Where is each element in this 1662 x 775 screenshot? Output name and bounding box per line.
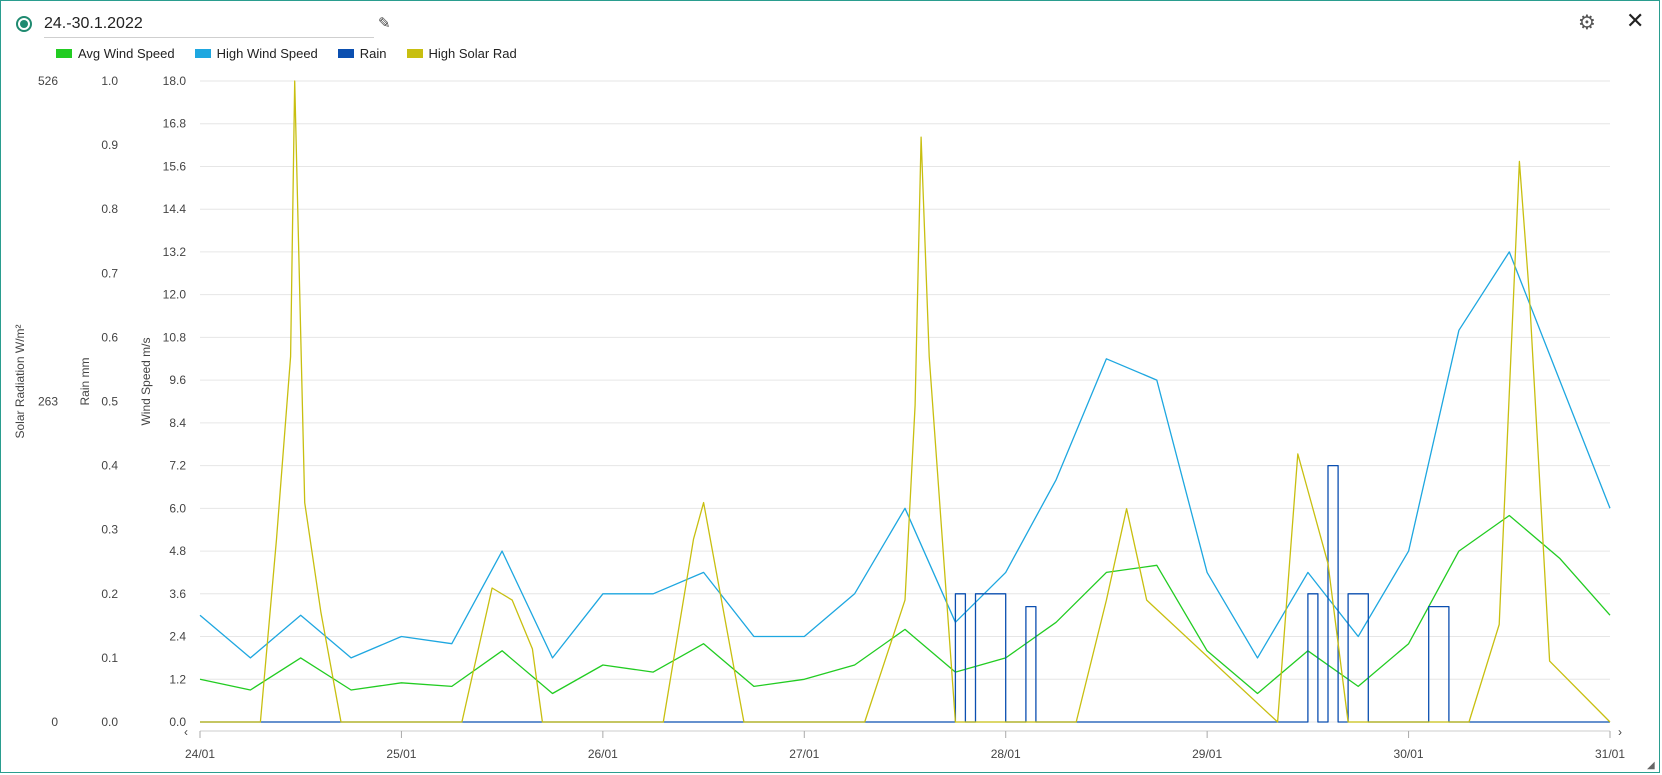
y-tick-wind: 15.6 [163, 159, 187, 173]
y-tick-wind: 4.8 [169, 544, 186, 558]
y-axis-label-wind: Wind Speed m/s [139, 337, 153, 425]
legend-swatch [56, 49, 72, 58]
y-tick-wind: 12.0 [163, 288, 187, 302]
y-tick-wind: 1.2 [169, 672, 186, 686]
scroll-right-icon[interactable]: › [1618, 725, 1622, 739]
scroll-left-icon[interactable]: ‹ [184, 725, 188, 739]
header: 24.-30.1.2022 [16, 10, 374, 38]
legend-item-high-wind[interactable]: High Wind Speed [194, 46, 318, 61]
legend-label: High Solar Rad [428, 46, 517, 61]
y-tick-solar: 0 [51, 715, 58, 729]
legend-label: Avg Wind Speed [78, 46, 175, 61]
pencil-icon[interactable]: ✎ [378, 15, 391, 32]
legend-label: High Wind Speed [216, 46, 318, 61]
legend-label: Rain [359, 46, 387, 61]
close-icon[interactable]: ✕ [1626, 8, 1645, 33]
legend-swatch [337, 49, 354, 58]
y-tick-rain: 0.5 [101, 395, 118, 409]
x-tick-label: 29/01 [1192, 747, 1222, 761]
legend-item-avg-wind[interactable]: Avg Wind Speed [56, 46, 175, 61]
y-tick-wind: 13.2 [163, 245, 187, 259]
x-tick-label: 30/01 [1394, 747, 1424, 761]
y-tick-solar: 526 [38, 74, 58, 88]
y-tick-rain: 1.0 [101, 74, 118, 88]
y-tick-rain: 0.0 [101, 715, 118, 729]
y-tick-wind: 3.6 [169, 587, 186, 601]
y-tick-wind: 2.4 [169, 630, 186, 644]
y-tick-rain: 0.8 [101, 202, 118, 216]
series-line-avg-wind-speed [199, 514, 1611, 695]
x-tick-label: 31/01 [1595, 747, 1625, 761]
y-tick-wind: 6.0 [169, 501, 186, 515]
y-tick-wind: 9.6 [169, 373, 186, 387]
series-line-high-solar-rad [200, 80, 1611, 723]
legend-swatch [406, 49, 423, 58]
gear-icon[interactable]: ⚙ [1578, 12, 1596, 34]
series-line-high-wind-speed [199, 251, 1611, 659]
y-axis-label-rain: Rain mm [78, 357, 92, 405]
y-tick-wind: 14.4 [163, 202, 187, 216]
x-tick-label: 27/01 [789, 747, 819, 761]
y-tick-wind: 10.8 [163, 330, 187, 344]
y-tick-rain: 0.7 [101, 266, 118, 280]
x-tick-label: 26/01 [588, 747, 618, 761]
resize-handle-icon[interactable]: ◢ [1647, 760, 1655, 771]
y-axis-label-solar: Solar Radiation W/m² [13, 324, 27, 438]
x-tick-label: 24/01 [185, 747, 215, 761]
legend: Avg Wind Speed High Wind Speed Rain High… [56, 46, 517, 61]
y-tick-wind: 18.0 [163, 74, 187, 88]
y-tick-rain: 0.2 [101, 587, 118, 601]
x-tick-label: 25/01 [386, 747, 416, 761]
y-tick-rain: 0.4 [101, 459, 118, 473]
y-tick-solar: 263 [38, 395, 58, 409]
y-tick-rain: 0.9 [101, 138, 118, 152]
y-tick-rain: 0.3 [101, 523, 118, 537]
legend-swatch [194, 49, 211, 58]
y-tick-wind: 8.4 [169, 416, 186, 430]
x-tick-label: 28/01 [991, 747, 1021, 761]
legend-item-solar[interactable]: High Solar Rad [406, 46, 517, 61]
y-tick-rain: 0.6 [101, 330, 118, 344]
y-tick-rain: 0.1 [101, 651, 118, 665]
radio-icon[interactable] [16, 16, 32, 32]
legend-item-rain[interactable]: Rain [337, 46, 387, 61]
y-tick-wind: 7.2 [169, 459, 186, 473]
y-tick-wind: 16.8 [163, 117, 187, 131]
y-tick-wind: 0.0 [169, 715, 186, 729]
title-field[interactable]: 24.-30.1.2022 [44, 11, 374, 38]
chart-title: 24.-30.1.2022 [44, 14, 143, 32]
